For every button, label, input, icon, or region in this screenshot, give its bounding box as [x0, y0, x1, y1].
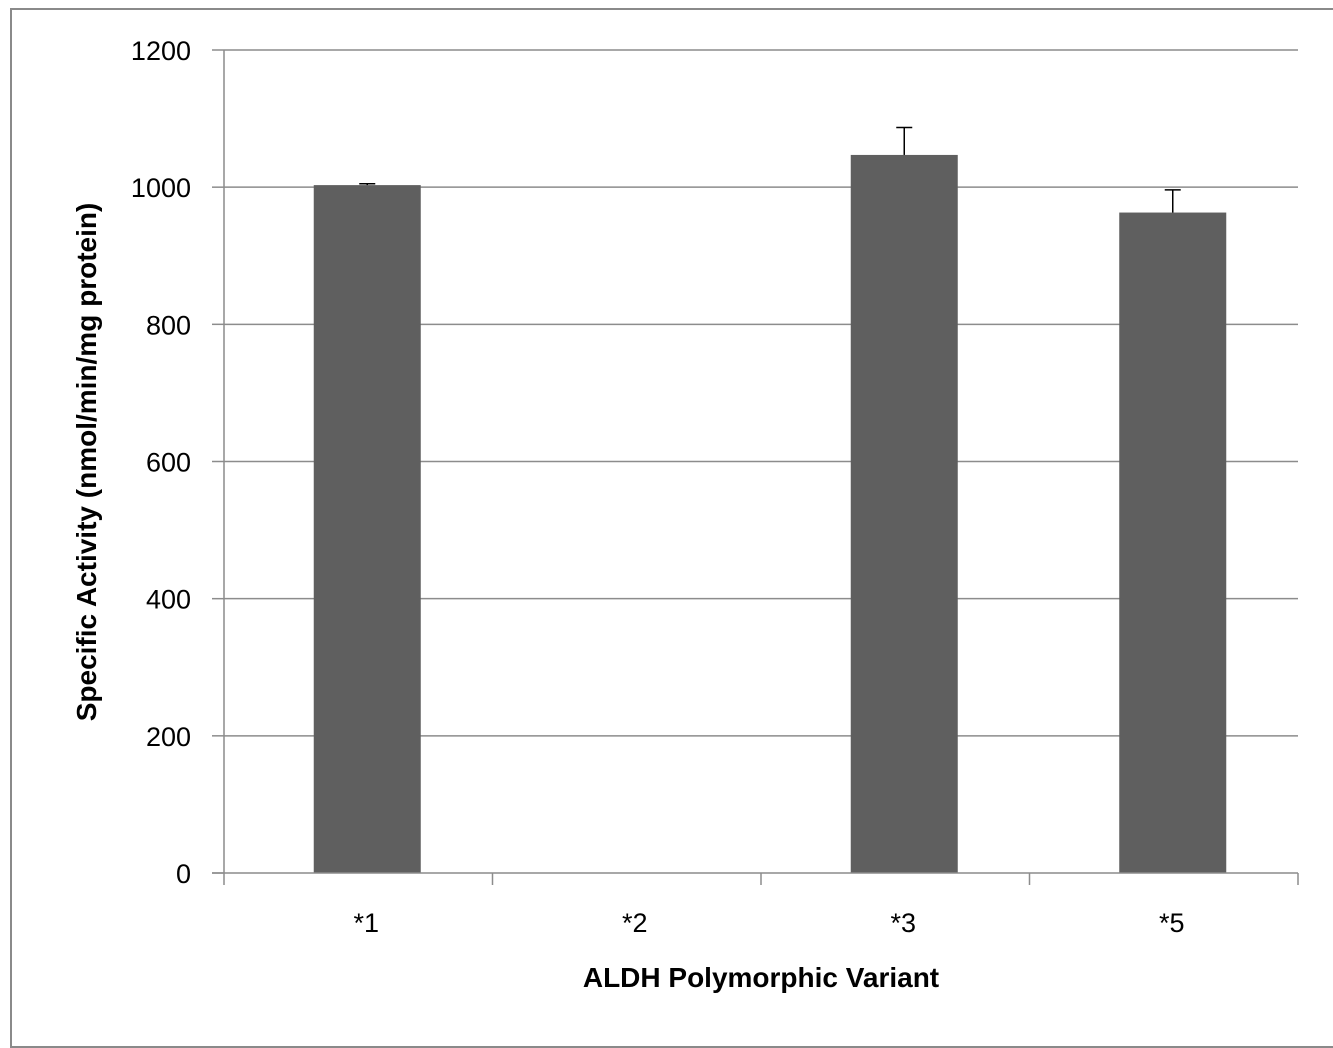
bar-variant-3 [850, 154, 958, 873]
y-tick-label: 1200 [131, 36, 191, 66]
x-tick-label: *3 [890, 908, 916, 938]
y-tick-label: 400 [146, 585, 191, 615]
tick-labels: 0 200 400 600 800 1000 1200 *1 *2 *3 *5 [131, 36, 1185, 938]
y-tick-label: 800 [146, 310, 191, 340]
y-tick-label: 1000 [131, 173, 191, 203]
x-tick-label: *5 [1159, 908, 1185, 938]
bar-variant-5 [1119, 212, 1227, 874]
y-tick-label: 200 [146, 722, 191, 752]
y-tick-label: 600 [146, 448, 191, 478]
y-tick-label: 0 [176, 859, 191, 889]
x-tick-label: *2 [622, 908, 648, 938]
bars [313, 126, 1227, 874]
x-tick-label: *1 [353, 908, 379, 938]
axes [212, 49, 1299, 885]
bar-variant-1 [313, 185, 421, 874]
y-axis-title: Specific Activity (nmol/min/mg protein) [71, 203, 102, 722]
x-axis-title: ALDH Polymorphic Variant [583, 962, 939, 993]
